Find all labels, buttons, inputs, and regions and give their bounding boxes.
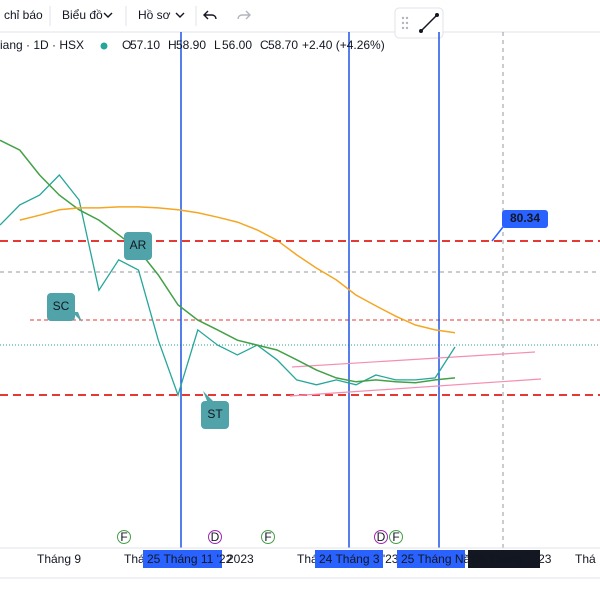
event-text: D [377, 530, 386, 544]
legend-value: 56.00 [222, 38, 252, 52]
x-tick-label: 2023 [227, 552, 254, 566]
x-highlight-label: 24 Tháng 3 '23 [319, 552, 399, 566]
x-highlight-label: 25 Tháng 11 '22 [147, 552, 233, 566]
x-highlight-box [315, 550, 383, 568]
event-text: F [392, 530, 399, 544]
trend-tool-dot [419, 29, 423, 33]
annotation-text: AR [130, 238, 147, 252]
toolbar-item[interactable]: Hồ sơ [138, 8, 171, 22]
series-line [0, 174, 456, 398]
series-line [19, 206, 456, 334]
status-dot [100, 42, 108, 50]
x-highlight-label: 25 Tháng Năm ' [401, 552, 486, 566]
x-tick-label: Tháng 9 [37, 552, 81, 566]
legend-value: 57.10 [130, 38, 160, 52]
chevron [103, 12, 113, 18]
x-tick-label: Thá [124, 552, 145, 566]
event-marker[interactable] [374, 530, 388, 544]
toolbar-item[interactable]: chỉ báo [4, 8, 43, 22]
legend-label: O [122, 38, 131, 52]
channel-line [291, 351, 536, 368]
legend-symbol: iang · 1D · HSX [0, 38, 84, 52]
x-highlight-label: 06 Tháng 7 '23 [472, 552, 552, 566]
event-text: F [120, 530, 127, 544]
annotation-box [124, 232, 152, 260]
event-text: D [211, 530, 220, 544]
event-marker[interactable] [389, 530, 403, 544]
legend-value: 58.70 [268, 38, 298, 52]
x-tick-label: Thá [297, 552, 318, 566]
legend-label: C [260, 38, 269, 52]
annotation-text: SC [53, 299, 70, 313]
trend-tool[interactable] [420, 14, 438, 32]
price-label: 80.34 [510, 211, 540, 225]
annotation-tail [203, 391, 213, 401]
event-text: F [264, 530, 271, 544]
x-tick-label: Thá [575, 552, 596, 566]
chart-layer [0, 139, 456, 398]
legend-value: 58.90 [176, 38, 206, 52]
event-marker[interactable] [261, 530, 275, 544]
toolbar [0, 0, 600, 32]
series-line [0, 139, 456, 384]
price-label-box [502, 209, 548, 228]
legend-label: H [168, 38, 177, 52]
toolbar-item[interactable]: Biểu đồ [62, 8, 103, 22]
legend-label: L [214, 38, 221, 52]
trend-tool-dot [435, 13, 439, 17]
price-pointer [491, 226, 504, 242]
event-marker[interactable] [117, 530, 131, 544]
redo[interactable] [237, 10, 251, 20]
x-highlight-box [468, 550, 540, 568]
x-highlight-box [397, 550, 465, 568]
x-highlight-box [143, 550, 222, 568]
undo[interactable] [203, 10, 217, 20]
legend-change: +2.40 (+4.26%) [302, 38, 385, 52]
annotation-box [47, 293, 75, 321]
annotation-box [201, 401, 229, 429]
floating-panel [394, 7, 444, 39]
channel-line [289, 378, 542, 397]
chevron [175, 12, 185, 18]
event-marker[interactable] [208, 530, 222, 544]
drag-handle [401, 16, 409, 30]
annotation-text: ST [207, 407, 223, 421]
